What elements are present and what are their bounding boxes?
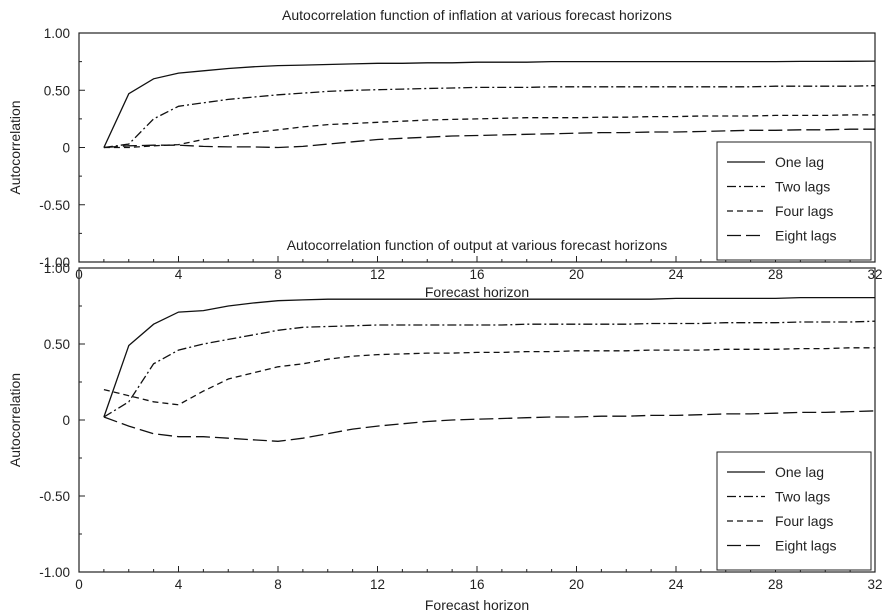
y-tick-label: 0 — [62, 141, 70, 156]
y-tick-label: 1.00 — [44, 26, 70, 41]
series-line-one-lag — [103, 60, 876, 148]
legend-label: One lag — [775, 464, 824, 480]
y-tick-label: -0.50 — [39, 489, 70, 504]
legend-label: Eight lags — [775, 228, 836, 244]
series-line-two-lags — [103, 85, 876, 149]
y-tick-label: 0 — [62, 413, 70, 428]
x-tick-label: 12 — [370, 577, 385, 592]
x-tick-label: 8 — [274, 577, 282, 592]
legend-label: Two lags — [775, 489, 830, 505]
series-line-two-lags — [103, 320, 876, 418]
legend-label: Four lags — [775, 203, 833, 219]
legend-label: One lag — [775, 154, 824, 170]
series-line-one-lag — [103, 296, 875, 418]
legend-label: Four lags — [775, 513, 833, 529]
legend-label: Two lags — [775, 179, 830, 195]
x-axis-label: Forecast horizon — [425, 597, 529, 613]
x-tick-label: 24 — [668, 267, 684, 282]
x-tick-label: 8 — [274, 267, 282, 282]
y-tick-label: 1.00 — [44, 261, 70, 276]
chart-inflation: Autocorrelation function of inflation at… — [7, 7, 883, 300]
chart-title: Autocorrelation function of inflation at… — [282, 7, 672, 23]
y-tick-label: -1.00 — [39, 255, 70, 270]
chart-title: Autocorrelation function of output at va… — [287, 237, 668, 253]
y-axis-label: Autocorrelation — [7, 373, 23, 467]
x-tick-label: 32 — [867, 577, 882, 592]
x-tick-label: 20 — [569, 267, 584, 282]
x-tick-label: 24 — [668, 577, 684, 592]
x-axis-label: Forecast horizon — [425, 284, 529, 300]
x-tick-label: 4 — [175, 267, 183, 282]
x-tick-label: 0 — [75, 577, 83, 592]
x-tick-label: 20 — [569, 577, 584, 592]
series-line-eight-lags — [103, 128, 875, 149]
x-tick-label: 28 — [768, 577, 783, 592]
y-axis-label: Autocorrelation — [7, 100, 23, 194]
x-tick-label: 16 — [469, 267, 484, 282]
x-tick-label: 28 — [768, 267, 783, 282]
y-tick-label: 0.50 — [44, 83, 70, 98]
series-line-four-lags — [103, 114, 875, 149]
series-line-eight-lags — [103, 410, 876, 442]
y-tick-label: -0.50 — [39, 198, 70, 213]
x-tick-label: 4 — [175, 577, 183, 592]
x-tick-label: 16 — [469, 577, 484, 592]
series-line-four-lags — [103, 347, 875, 406]
y-tick-label: -1.00 — [39, 565, 70, 580]
y-tick-label: 0.50 — [44, 337, 70, 352]
legend-label: Eight lags — [775, 538, 836, 554]
legend: One lag Two lags Four lags Eight lags — [716, 141, 872, 261]
chart-output: Autocorrelation function of output at va… — [7, 237, 883, 613]
x-tick-label: 12 — [370, 267, 385, 282]
legend: One lag Two lags Four lags Eight lags — [716, 451, 872, 571]
